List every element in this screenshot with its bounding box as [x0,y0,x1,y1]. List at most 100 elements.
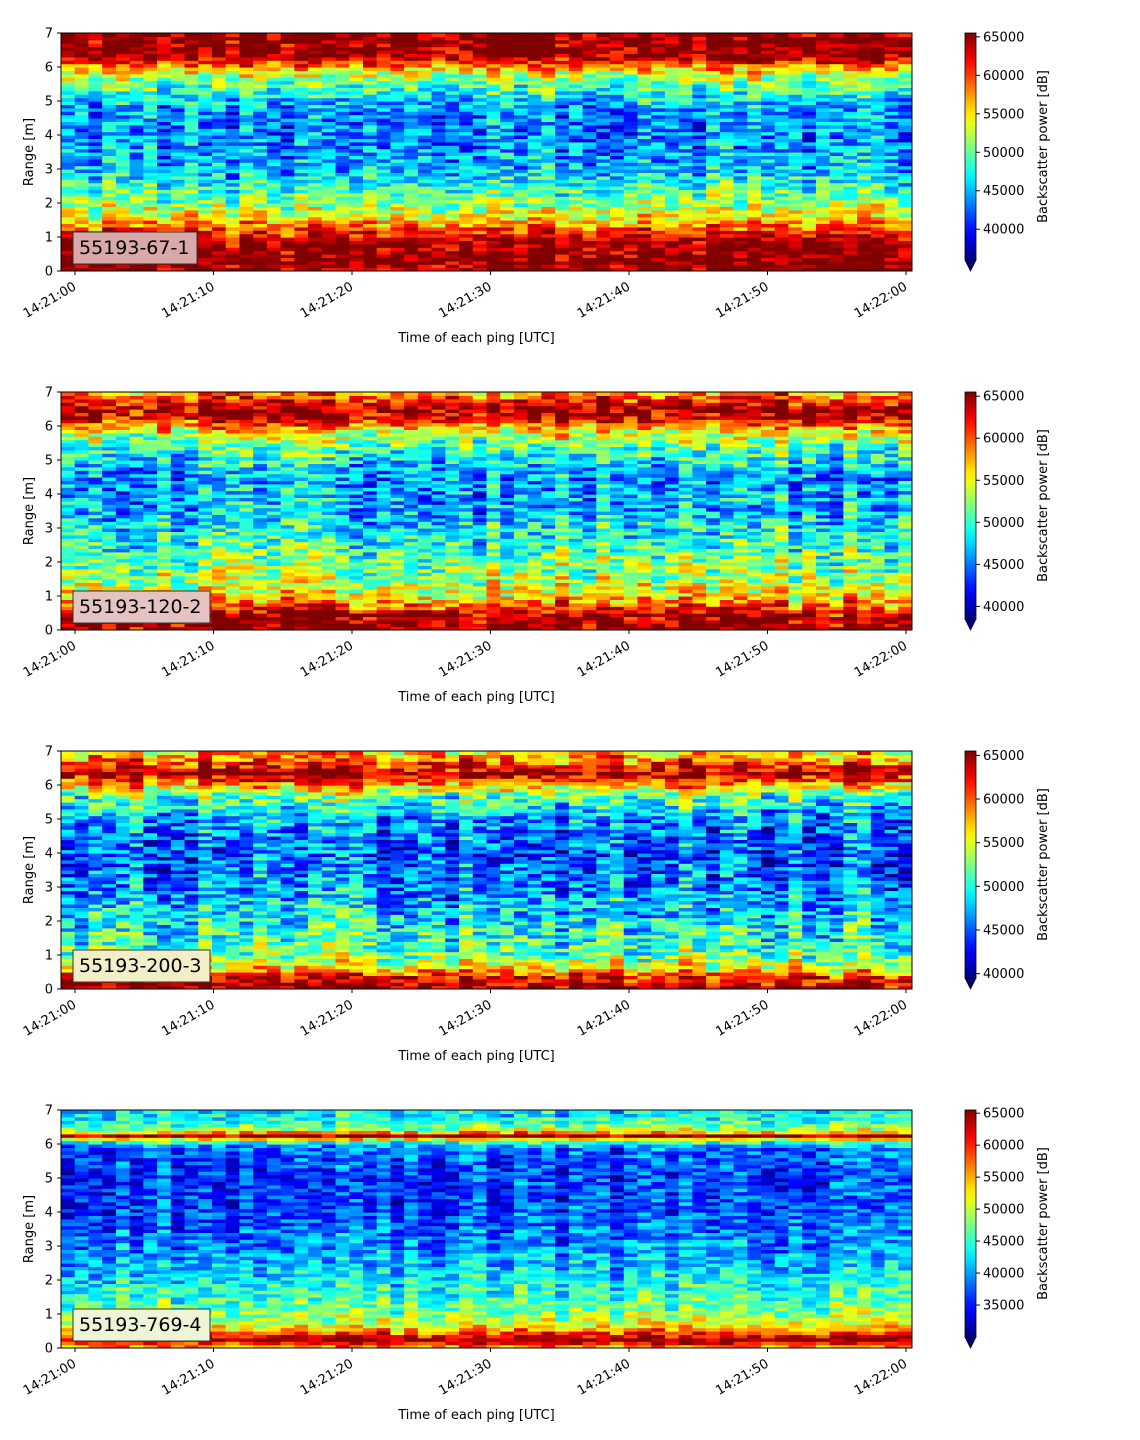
heatmap-cell [541,193,555,197]
heatmap-cell [130,200,144,204]
heatmap-cell [583,200,597,204]
heatmap-cell [651,251,665,255]
heatmap-cell [898,132,912,136]
heatmap-cell [404,210,418,214]
heatmap-cell [706,132,720,136]
heatmap-cell [459,251,473,255]
heatmap-cell [528,227,542,231]
heatmap-cell [775,132,789,136]
heatmap-cell [788,234,802,238]
heatmap-cell [308,142,322,146]
heatmap-cell [788,183,802,187]
heatmap-cell [569,227,583,231]
heatmap-cell [487,142,501,146]
heatmap-cell [816,264,830,268]
heatmap-cell [624,251,638,255]
heatmap-cell [102,227,116,231]
heatmap-cell [198,159,212,163]
heatmap-cell [130,183,144,187]
heatmap-cell [418,251,432,255]
heatmap-cell [596,210,610,214]
heatmap-cell [500,210,514,214]
heatmap-cell [761,176,775,180]
heatmap-cell [637,217,651,221]
heatmap-cell [541,183,555,187]
heatmap-cell [734,210,748,214]
heatmap-cell [528,234,542,238]
heatmap-cell [802,176,816,180]
heatmap-cell [198,244,212,248]
heatmap-cell [226,200,240,204]
heatmap-cell [871,217,885,221]
heatmap-cell [390,132,404,136]
heatmap-cell [445,159,459,163]
heatmap-cell [610,264,624,268]
heatmap-cell [651,217,665,221]
heatmap-cell [473,166,487,170]
heatmap-cell [720,183,734,187]
heatmap-cell [308,183,322,187]
heatmap-cell [294,244,308,248]
heatmap-cell [830,234,844,238]
heatmap-cell [692,159,706,163]
y-tick-label: 2 [45,197,53,212]
heatmap-cell [898,149,912,153]
heatmap-cell [363,234,377,238]
heatmap-cell [692,149,706,153]
heatmap-cell [212,217,226,221]
heatmap-cell [88,419,102,423]
heatmap-cell [720,210,734,214]
heatmap-cell [116,504,130,508]
heatmap-cell [239,234,253,238]
heatmap-cell [88,487,102,491]
heatmap-cell [500,217,514,221]
heatmap-cell [418,217,432,221]
heatmap-cell [459,166,473,170]
heatmap-cell [720,200,734,204]
heatmap-cell [102,419,116,423]
heatmap-cell [226,193,240,197]
heatmap-cell [185,132,199,136]
heatmap-cell [226,264,240,268]
heatmap-cell [102,210,116,214]
heatmap-cell [802,210,816,214]
heatmap-cell [583,217,597,221]
heatmap-cell [734,264,748,268]
heatmap-cell [500,166,514,170]
heatmap-cell [788,166,802,170]
heatmap-cell [143,166,157,170]
heatmap-cell [775,227,789,231]
heatmap-cell [761,159,775,163]
heatmap-cell [102,402,116,406]
heatmap-cell [102,193,116,197]
heatmap-cell [294,132,308,136]
heatmap-cell [624,183,638,187]
heatmap-cell [802,227,816,231]
heatmap-cell [143,142,157,146]
heatmap-cell [706,142,720,146]
heatmap-cell [116,149,130,153]
heatmap-cell [212,227,226,231]
x-axis-label: Time of each ping [UTC] [397,331,555,346]
heatmap-cell [692,176,706,180]
heatmap-cell [75,176,89,180]
heatmap-cell [88,166,102,170]
heatmap-cell [583,210,597,214]
heatmap-cell [212,200,226,204]
heatmap-cell [857,142,871,146]
heatmap-cell [116,176,130,180]
heatmap-cell [624,132,638,136]
heatmap-cell [130,193,144,197]
heatmap-cell [143,217,157,221]
heatmap-cell [239,183,253,187]
heatmap-cell [775,251,789,255]
heatmap-cell [610,132,624,136]
heatmap-cell [651,234,665,238]
heatmap-cell [555,142,569,146]
heatmap-cell [459,200,473,204]
heatmap-cell [734,251,748,255]
heatmap-cell [102,453,116,457]
heatmap-cell [885,227,899,231]
heatmap-cell [610,234,624,238]
heatmap-cell [185,217,199,221]
